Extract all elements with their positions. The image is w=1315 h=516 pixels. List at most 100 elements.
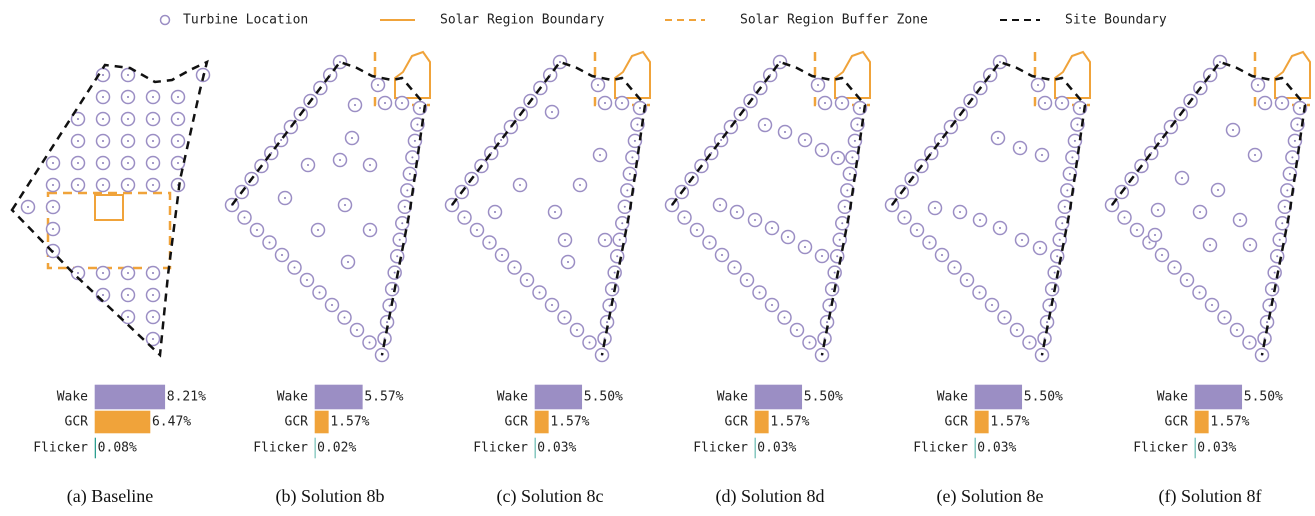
turbine-center [758, 291, 761, 294]
turbine-center [1123, 216, 1126, 219]
turbine-center [603, 337, 606, 340]
turbine-center [177, 96, 179, 98]
turbine-center [1160, 139, 1163, 141]
turbine-center [52, 162, 54, 164]
turbine-center [488, 241, 491, 244]
turbine-center [77, 162, 79, 164]
turbine-center [1209, 244, 1211, 246]
turbine-center [27, 206, 29, 208]
turbine-center [243, 216, 246, 219]
turbine-center [152, 338, 154, 340]
turbine-center [966, 279, 968, 281]
bar [754, 384, 803, 410]
turbine-center [152, 272, 154, 274]
turbine-center [52, 206, 54, 208]
turbine-center [102, 140, 104, 142]
turbine-center [369, 164, 371, 166]
turbine-center [102, 162, 104, 164]
turbine-center [833, 271, 836, 274]
turbine-center [383, 337, 386, 340]
turbine-center [127, 294, 129, 296]
caption: (a) Baseline [67, 486, 153, 507]
turbine-center [853, 139, 856, 142]
value-label: 5.50% [1244, 390, 1283, 405]
bar [314, 410, 329, 434]
turbine-center [611, 288, 614, 291]
turbine-center [1281, 102, 1283, 104]
value-label: 5.50% [804, 390, 843, 405]
turbine-center [419, 107, 421, 109]
turbine-center [784, 131, 786, 133]
turbine-center [1278, 238, 1281, 241]
solar-buffer-zone [593, 52, 650, 107]
turbine-center [152, 162, 154, 164]
turbine-center [991, 304, 993, 306]
turbine-center [52, 228, 54, 230]
turbine-center [613, 271, 616, 274]
site-boundary [231, 60, 427, 356]
turbine-center [127, 316, 129, 318]
turbine-center [804, 139, 806, 141]
value-label: 1.57% [330, 415, 369, 430]
turbine-center [77, 184, 79, 186]
turbine-center [824, 102, 826, 104]
value-label: 8.21% [167, 390, 206, 405]
turbine-center [1044, 102, 1046, 104]
turbine-center [551, 111, 553, 113]
turbine-center [307, 164, 309, 166]
value-label: 0.03% [757, 441, 796, 456]
turbine-center [1061, 222, 1064, 225]
turbine-center [1161, 254, 1163, 256]
value-label: 1.57% [770, 415, 809, 430]
bar [314, 384, 363, 410]
turbine-center [1076, 123, 1079, 126]
turbine-center [599, 154, 601, 156]
turbine-center [339, 61, 341, 63]
turbine-center [736, 211, 738, 213]
turbine-center [127, 118, 129, 120]
turbine-center [102, 184, 104, 186]
turbine-center [837, 157, 839, 159]
turbine-center [396, 255, 399, 258]
value-label: 0.03% [1197, 441, 1236, 456]
turbine-center [710, 152, 713, 154]
turbine-center [1003, 316, 1006, 319]
value-label: 0.08% [98, 441, 137, 456]
turbine-center [102, 272, 104, 274]
turbine-center [77, 272, 79, 274]
turbine-center [934, 207, 936, 209]
turbine-center [1281, 222, 1284, 225]
turbine-center [177, 118, 179, 120]
value-label: 1.57% [990, 415, 1029, 430]
bar [94, 437, 96, 459]
turbine-center [177, 162, 179, 164]
turbine-center [1219, 61, 1221, 63]
turbine-center [841, 102, 843, 104]
turbine-center [826, 321, 829, 324]
turbine-center [856, 123, 859, 126]
turbine-center [940, 139, 943, 141]
turbine-center [1283, 205, 1286, 208]
turbine-center [388, 304, 391, 307]
legend-turbine-icon [159, 14, 171, 26]
turbine-center [1154, 234, 1156, 236]
turbine-center [526, 279, 528, 281]
bar [1194, 410, 1209, 434]
turbine-center [838, 238, 841, 241]
value-label: 1.57% [1210, 415, 1249, 430]
bar [534, 384, 583, 410]
turbine-center [999, 61, 1001, 63]
bar [754, 410, 769, 434]
turbine-center [733, 266, 736, 269]
bar [534, 410, 549, 434]
turbine-center [127, 272, 129, 274]
turbine-center [567, 261, 569, 263]
bar [974, 384, 1023, 410]
turbine-center [549, 74, 552, 76]
turbine-center [916, 229, 918, 231]
turbine-center [623, 205, 626, 208]
turbine-center [823, 337, 826, 340]
value-label: 5.57% [364, 390, 403, 405]
turbine-center [997, 137, 999, 139]
